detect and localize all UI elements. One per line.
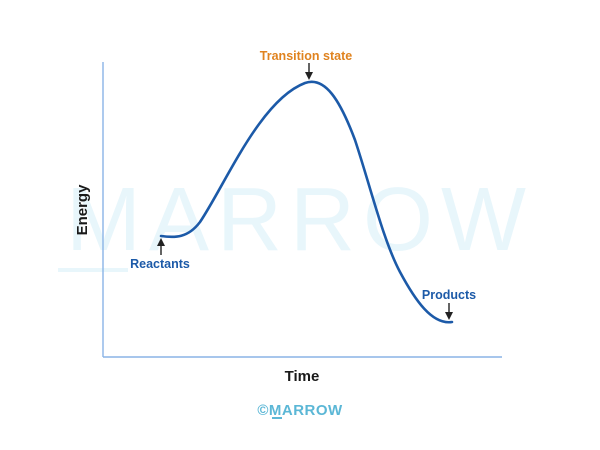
reaction-energy-curve (159, 80, 454, 324)
products-arrow (445, 303, 453, 320)
x-axis-label: Time (285, 368, 320, 385)
transition-state-label: Transition state (260, 49, 352, 63)
reactants-label: Reactants (130, 257, 190, 271)
transition-state-arrow (305, 63, 313, 80)
y-axis-label: Energy (74, 184, 91, 236)
marrow-watermark: MARROW (66, 170, 534, 270)
reactants-arrow (157, 238, 165, 255)
products-label: Products (422, 288, 476, 302)
marrow-footer-logo: ©MARROW (257, 402, 343, 419)
